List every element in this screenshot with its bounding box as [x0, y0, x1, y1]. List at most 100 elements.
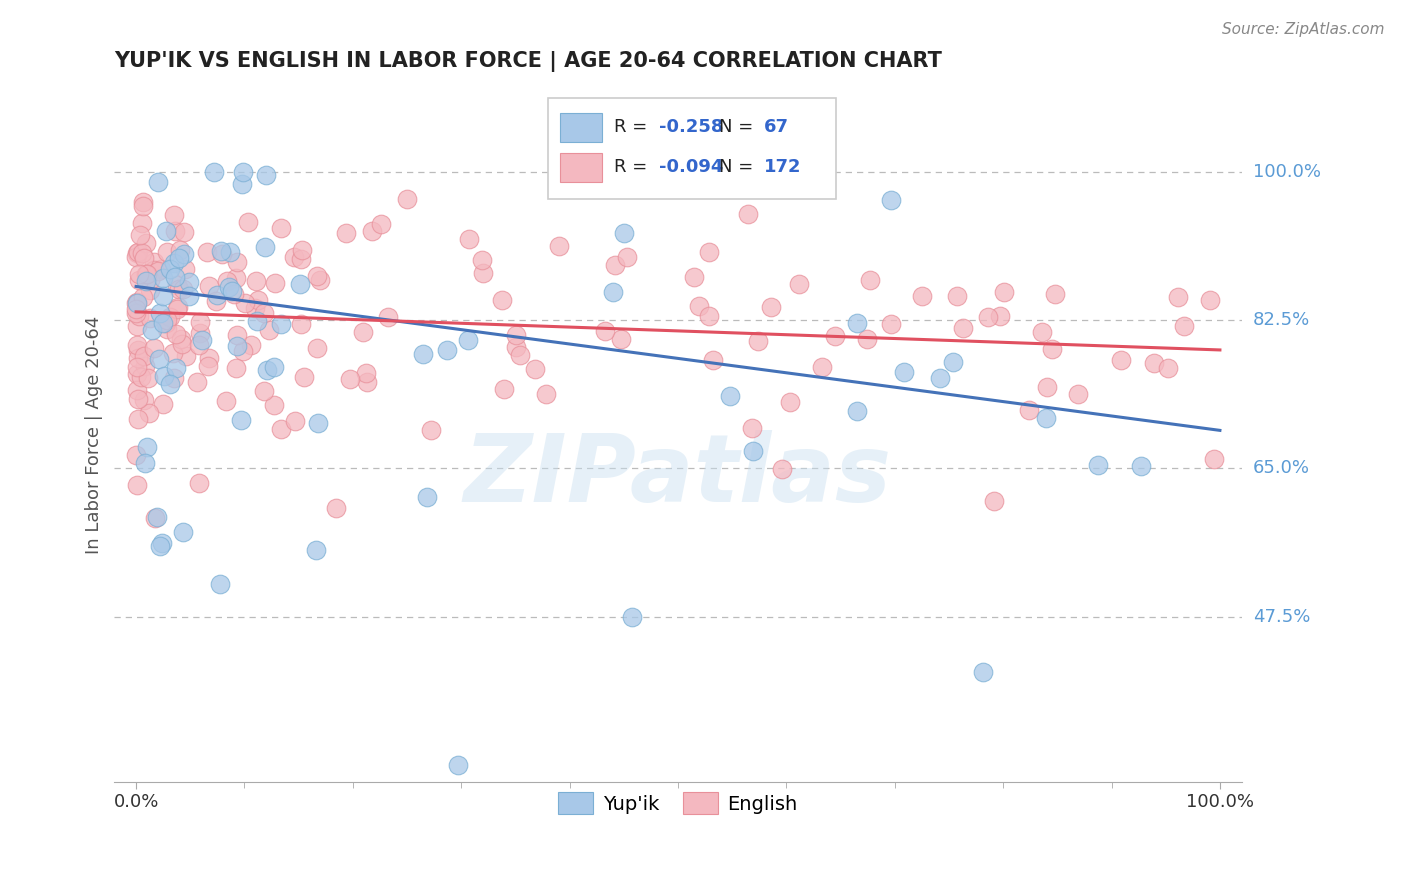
Point: [156, 244, 179, 259]
Point: [127, 343, 149, 357]
Point: [232, 164, 254, 178]
Point: [616, 250, 638, 264]
Point: [131, 290, 153, 304]
Point: [492, 382, 515, 396]
Point: [263, 360, 285, 375]
Point: [880, 194, 903, 208]
Point: [166, 302, 188, 317]
Point: [173, 225, 195, 239]
Point: [132, 194, 155, 209]
Point: [356, 376, 378, 390]
Point: [191, 333, 214, 347]
Point: [505, 328, 527, 343]
Point: [127, 392, 149, 406]
Point: [233, 296, 256, 310]
Point: [509, 349, 531, 363]
Point: [166, 300, 188, 314]
Point: [1130, 459, 1153, 474]
Point: [125, 250, 148, 264]
Point: [972, 665, 994, 680]
Point: [292, 370, 315, 384]
Point: [605, 258, 627, 272]
FancyBboxPatch shape: [560, 112, 603, 142]
Point: [1202, 451, 1225, 466]
Point: [170, 332, 193, 346]
Point: [737, 206, 759, 220]
Point: [1043, 287, 1066, 301]
Point: [177, 289, 200, 303]
Point: [254, 168, 277, 182]
Point: [952, 320, 974, 334]
Point: [148, 263, 170, 277]
Point: [148, 175, 170, 189]
Point: [155, 313, 177, 327]
Point: [205, 293, 228, 308]
Point: [239, 338, 262, 352]
Point: [197, 279, 219, 293]
Point: [993, 285, 1015, 299]
Point: [152, 271, 174, 285]
Point: [173, 247, 195, 261]
Point: [779, 394, 801, 409]
Point: [152, 369, 174, 384]
Point: [152, 316, 174, 330]
Text: 65.0%: 65.0%: [1253, 459, 1310, 477]
Text: N =: N =: [718, 159, 759, 177]
Point: [253, 306, 276, 320]
Point: [138, 311, 160, 326]
Point: [256, 363, 278, 377]
Point: [136, 371, 159, 385]
Text: -0.258: -0.258: [659, 118, 723, 136]
Point: [593, 324, 616, 338]
Point: [942, 355, 965, 369]
Text: R =: R =: [614, 159, 652, 177]
Point: [174, 350, 197, 364]
Point: [167, 251, 190, 265]
Point: [209, 244, 232, 258]
Point: [352, 325, 374, 339]
Point: [702, 352, 724, 367]
Point: [169, 243, 191, 257]
Point: [893, 365, 915, 379]
Point: [759, 300, 782, 314]
Point: [231, 177, 253, 191]
Point: [125, 301, 148, 316]
Point: [252, 384, 274, 399]
Point: [156, 322, 179, 336]
Point: [125, 306, 148, 320]
Point: [217, 274, 239, 288]
Point: [225, 361, 247, 376]
Point: [187, 337, 209, 351]
Point: [226, 339, 249, 353]
Point: [682, 269, 704, 284]
Point: [167, 282, 190, 296]
Point: [190, 326, 212, 341]
Point: [128, 273, 150, 287]
Legend: Yup'ik, English: Yup'ik, English: [548, 782, 807, 824]
Point: [159, 310, 181, 325]
Point: [162, 346, 184, 360]
Point: [163, 256, 186, 270]
Point: [307, 416, 329, 430]
Point: [412, 347, 434, 361]
Text: 172: 172: [763, 159, 801, 177]
Point: [361, 224, 384, 238]
Point: [139, 272, 162, 286]
Point: [159, 376, 181, 391]
Point: [613, 226, 636, 240]
Point: [1143, 356, 1166, 370]
Point: [305, 269, 328, 284]
Point: [125, 245, 148, 260]
Point: [436, 343, 458, 358]
Point: [1031, 325, 1053, 339]
Text: 67: 67: [763, 118, 789, 136]
Point: [1198, 293, 1220, 307]
Point: [325, 501, 347, 516]
Point: [305, 542, 328, 557]
Point: [135, 440, 157, 454]
Point: [145, 509, 167, 524]
Point: [155, 316, 177, 330]
Point: [125, 367, 148, 381]
Point: [198, 351, 221, 365]
Point: [787, 277, 810, 291]
